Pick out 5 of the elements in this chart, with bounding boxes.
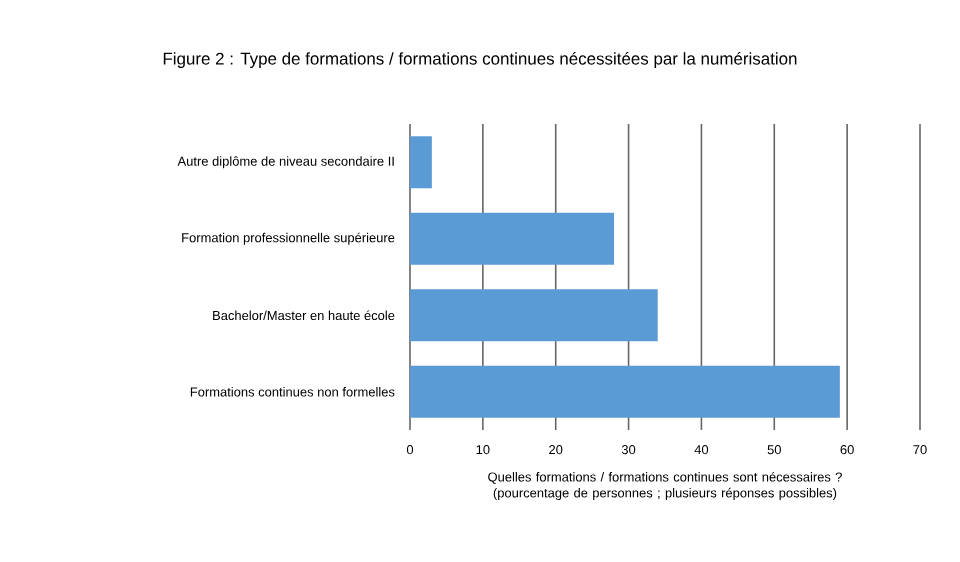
bar [410,136,432,189]
chart-title: Figure 2 : Type de formations / formations continues nécessitées par la numérisation [163,52,797,68]
bar [410,212,614,265]
bar [410,289,658,342]
bar [410,365,840,418]
